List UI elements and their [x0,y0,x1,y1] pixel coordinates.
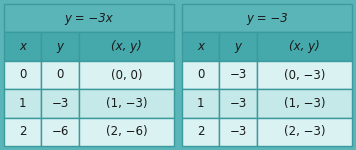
Bar [41,118,79,146]
Text: −3: −3 [230,69,247,81]
Text: 2: 2 [197,125,204,138]
Bar [4,118,41,146]
Bar [257,61,352,89]
Text: (x, y): (x, y) [289,40,320,53]
Bar [257,32,352,61]
Text: y = −3x: y = −3x [65,12,113,25]
Text: x: x [19,40,26,53]
Text: 0: 0 [197,69,204,81]
Text: (1, −3): (1, −3) [284,97,325,110]
Text: (2, −6): (2, −6) [106,125,147,138]
Bar [219,32,257,61]
Text: −6: −6 [51,125,69,138]
Bar [4,89,41,118]
Bar [219,61,257,89]
Text: (1, −3): (1, −3) [106,97,147,110]
Bar [182,61,219,89]
Text: −3: −3 [230,125,247,138]
Bar [79,118,174,146]
Bar [182,4,352,32]
Bar [41,61,79,89]
Bar [4,32,41,61]
Text: x: x [197,40,204,53]
Text: y = −3: y = −3 [246,12,288,25]
Bar [257,118,352,146]
Text: (0, 0): (0, 0) [111,69,142,81]
Bar [219,89,257,118]
Text: y: y [235,40,242,53]
Text: 0: 0 [56,69,64,81]
Bar [79,32,174,61]
Bar [4,61,41,89]
Text: −3: −3 [230,97,247,110]
Bar [257,89,352,118]
Text: −3: −3 [52,97,69,110]
Text: 0: 0 [19,69,26,81]
Bar [4,4,174,32]
Text: (2, −3): (2, −3) [284,125,325,138]
Text: y: y [57,40,64,53]
Bar [79,89,174,118]
Text: 1: 1 [197,97,204,110]
Bar [41,32,79,61]
Bar [79,61,174,89]
Bar [219,118,257,146]
Text: 2: 2 [19,125,26,138]
Bar [41,89,79,118]
Text: 1: 1 [19,97,26,110]
Bar [182,32,219,61]
Text: (x, y): (x, y) [111,40,142,53]
Bar [182,89,219,118]
Bar [182,118,219,146]
Text: (0, −3): (0, −3) [284,69,325,81]
